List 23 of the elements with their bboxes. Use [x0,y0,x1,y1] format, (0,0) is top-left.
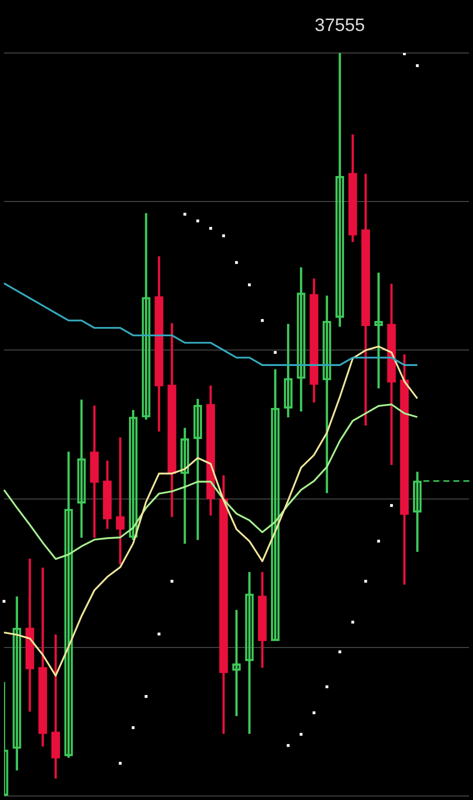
point [300,732,302,736]
point [222,234,225,238]
point [274,351,277,354]
point [286,744,290,747]
point [416,64,419,68]
point [170,580,174,583]
point [260,319,264,322]
point [144,695,148,698]
point [209,226,212,230]
point [338,650,342,654]
annotation: 37555 [314,14,365,35]
point [248,283,251,286]
point [351,620,354,624]
point [377,540,380,543]
point [158,632,160,636]
point [235,261,238,264]
candlestick [116,438,125,565]
point [132,726,135,730]
point [312,711,316,714]
point [196,220,200,222]
point [326,685,328,688]
point [390,504,393,507]
point [2,600,6,603]
